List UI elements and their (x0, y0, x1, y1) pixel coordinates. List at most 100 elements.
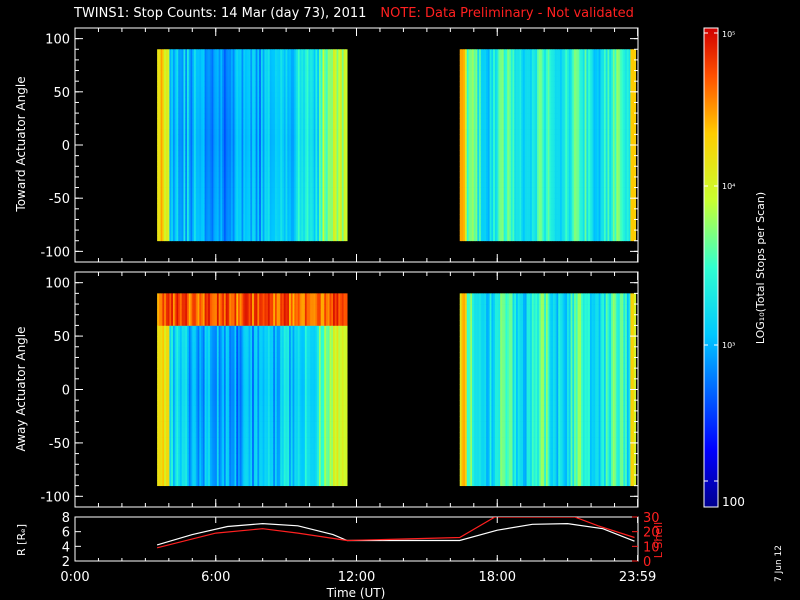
heatmap-cell (197, 134, 200, 141)
heatmap-cell (257, 176, 260, 183)
heatmap-cell (225, 107, 228, 114)
heatmap-cell (158, 166, 162, 172)
heatmap-cell (211, 102, 214, 109)
heatmap-cell (239, 134, 242, 141)
heatmap-cell (197, 70, 200, 77)
heatmap-cell (236, 54, 239, 61)
heatmap-cell (178, 198, 181, 204)
heatmap-cell (234, 54, 237, 61)
heatmap-cell (345, 198, 348, 204)
heatmap-cell (225, 86, 228, 93)
heatmap-cell (245, 129, 248, 135)
heatmap-cell (238, 70, 241, 77)
heatmap-cell (238, 54, 241, 61)
heatmap-cell (187, 187, 190, 194)
heatmap-cell (262, 219, 265, 226)
heatmap-cell (181, 208, 184, 215)
heatmap-cell (264, 150, 267, 157)
heatmap-cell (231, 118, 234, 125)
heatmap-cell (262, 54, 265, 61)
heatmap-cell (269, 155, 272, 162)
heatmap-cell (178, 102, 181, 109)
heatmap-cell (345, 102, 348, 109)
heatmap-cell (185, 219, 188, 226)
heatmap-cell (245, 134, 248, 141)
heatmap-cell (255, 59, 258, 66)
heatmap-cell (227, 49, 230, 55)
heatmap-cell (187, 192, 190, 199)
heatmap-cell (225, 219, 228, 226)
heatmap-cell (225, 208, 228, 215)
heatmap-cell (231, 70, 234, 77)
heatmap-cell (218, 182, 221, 188)
heatmap-cell (259, 224, 262, 231)
heatmap-cell (164, 123, 167, 130)
heatmap-cell (167, 224, 170, 231)
heatmap-cell (267, 182, 271, 188)
heatmap-cell (209, 187, 213, 194)
heatmap-cell (188, 150, 191, 157)
heatmap-cell (223, 155, 227, 162)
heatmap-cell (234, 171, 237, 178)
heatmap-cell (157, 224, 160, 231)
heatmap-cell (204, 59, 207, 66)
heatmap-cell (220, 139, 223, 146)
heatmap-cell (179, 166, 183, 172)
heatmap-cell (206, 81, 209, 87)
heatmap-cell (229, 208, 232, 215)
heatmap-cell (345, 59, 348, 66)
heatmap-cell (176, 155, 179, 162)
heatmap-cell (158, 70, 162, 77)
heatmap-cell (178, 235, 181, 242)
heatmap-cell (187, 86, 190, 93)
heatmap-cell (250, 182, 253, 188)
heatmap-cell (259, 187, 262, 194)
heatmap-cell (231, 214, 234, 220)
heatmap-cell (206, 235, 209, 242)
heatmap-cell (262, 208, 265, 215)
heatmap-cell (264, 129, 267, 135)
heatmap-cell (229, 203, 232, 210)
heatmap-cell (243, 86, 246, 93)
heatmap-cell (171, 230, 174, 236)
heatmap-cell (194, 107, 197, 114)
heatmap-cell (190, 81, 193, 87)
heatmap-cell (243, 70, 246, 77)
heatmap-cell (239, 65, 242, 71)
heatmap-cell (172, 145, 176, 151)
heatmap-cell (215, 176, 218, 183)
heatmap-cell (194, 49, 197, 55)
heatmap-cell (160, 187, 163, 194)
heatmap-cell (264, 75, 267, 82)
heatmap-cell (172, 166, 176, 172)
heatmap-cell (260, 70, 264, 77)
heatmap-cell (220, 166, 223, 172)
heatmap-cell (239, 155, 242, 162)
heatmap-cell (243, 59, 246, 66)
heatmap-cell (264, 208, 267, 215)
heatmap-cell (232, 171, 235, 178)
heatmap-cell (176, 145, 179, 151)
heatmap-cell (223, 203, 227, 210)
heatmap-cell (165, 203, 169, 210)
heatmap-cell (225, 171, 228, 178)
heatmap-cell (245, 203, 248, 210)
heatmap-cell (176, 107, 179, 114)
heatmap-cell (172, 219, 176, 226)
heatmap-cell (213, 192, 216, 199)
heatmap-cell (238, 59, 241, 66)
heatmap-cell (179, 134, 183, 141)
heatmap-cell (160, 166, 163, 172)
heatmap-cell (345, 230, 348, 236)
heatmap-cell (165, 230, 169, 236)
heatmap-cell (236, 219, 239, 226)
heatmap-cell (266, 97, 269, 103)
heatmap-cell (262, 166, 265, 172)
heatmap-cell (181, 182, 184, 188)
heatmap-cell (157, 208, 160, 215)
heatmap-cell (164, 81, 167, 87)
heatmap-cell (241, 203, 244, 210)
heatmap-cell (201, 160, 204, 167)
heatmap-cell (216, 214, 220, 220)
heatmap-cell (248, 176, 251, 183)
